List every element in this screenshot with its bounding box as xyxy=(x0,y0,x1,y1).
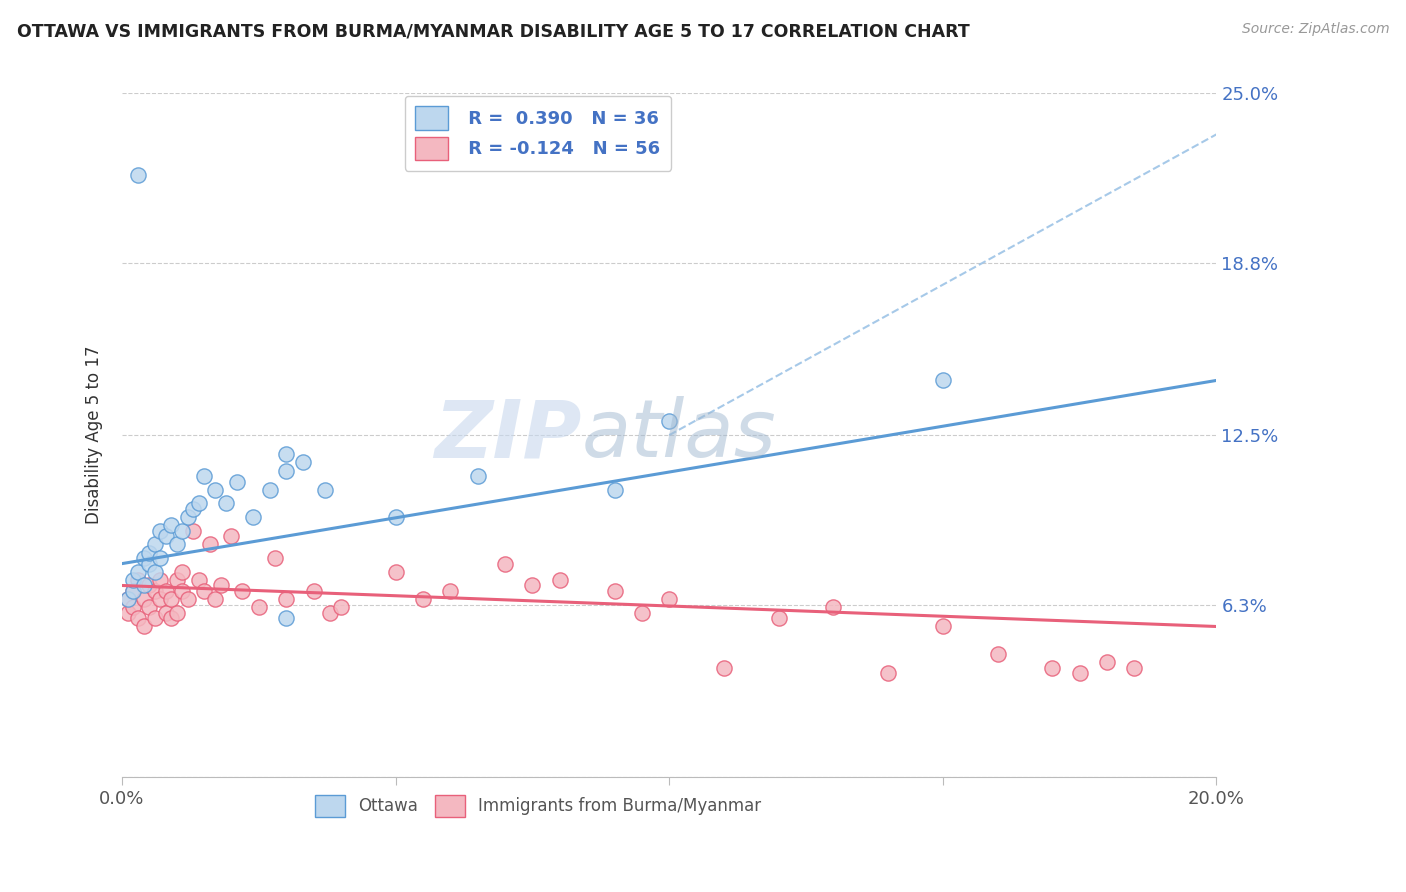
Point xyxy=(713,660,735,674)
Point xyxy=(117,592,139,607)
Point xyxy=(132,619,155,633)
Point xyxy=(603,483,626,497)
Point xyxy=(172,524,194,538)
Point xyxy=(160,592,183,607)
Point xyxy=(149,551,172,566)
Point xyxy=(127,169,149,183)
Point xyxy=(204,483,226,497)
Point xyxy=(143,565,166,579)
Point xyxy=(631,606,654,620)
Point xyxy=(302,584,325,599)
Point xyxy=(204,592,226,607)
Text: atlas: atlas xyxy=(582,396,776,475)
Point xyxy=(143,584,166,599)
Point xyxy=(1123,660,1146,674)
Point xyxy=(384,510,406,524)
Point xyxy=(276,464,298,478)
Point xyxy=(467,469,489,483)
Point xyxy=(329,600,352,615)
Point xyxy=(548,573,571,587)
Point xyxy=(193,469,215,483)
Point xyxy=(658,414,681,428)
Point xyxy=(138,557,160,571)
Point xyxy=(198,537,221,551)
Point xyxy=(122,584,145,599)
Point xyxy=(181,502,204,516)
Point xyxy=(932,373,955,387)
Point xyxy=(193,584,215,599)
Point xyxy=(314,483,336,497)
Point xyxy=(226,475,249,489)
Point xyxy=(319,606,342,620)
Point xyxy=(1040,660,1063,674)
Point xyxy=(221,529,243,543)
Point xyxy=(155,529,177,543)
Point xyxy=(122,584,145,599)
Point xyxy=(149,592,172,607)
Point xyxy=(166,606,188,620)
Point xyxy=(768,611,790,625)
Point xyxy=(138,600,160,615)
Point xyxy=(177,592,200,607)
Point xyxy=(215,496,238,510)
Point xyxy=(247,600,270,615)
Point xyxy=(143,611,166,625)
Point xyxy=(384,565,406,579)
Point xyxy=(823,600,845,615)
Point xyxy=(181,524,204,538)
Legend: Ottawa, Immigrants from Burma/Myanmar: Ottawa, Immigrants from Burma/Myanmar xyxy=(308,789,768,823)
Point xyxy=(522,578,544,592)
Point xyxy=(439,584,461,599)
Point xyxy=(494,557,516,571)
Point xyxy=(231,584,253,599)
Point xyxy=(127,565,149,579)
Point xyxy=(132,592,155,607)
Point xyxy=(877,665,900,680)
Point xyxy=(138,546,160,560)
Point xyxy=(658,592,681,607)
Point xyxy=(276,611,298,625)
Y-axis label: Disability Age 5 to 17: Disability Age 5 to 17 xyxy=(86,346,103,524)
Text: ZIP: ZIP xyxy=(434,396,582,475)
Point xyxy=(149,524,172,538)
Point xyxy=(166,573,188,587)
Point xyxy=(291,455,314,469)
Point xyxy=(127,611,149,625)
Point xyxy=(187,496,209,510)
Point xyxy=(932,619,955,633)
Point xyxy=(122,600,145,615)
Point xyxy=(149,573,172,587)
Point xyxy=(138,578,160,592)
Point xyxy=(143,537,166,551)
Point xyxy=(209,578,232,592)
Point xyxy=(412,592,434,607)
Point xyxy=(166,537,188,551)
Point xyxy=(172,584,194,599)
Point xyxy=(127,573,149,587)
Point xyxy=(276,592,298,607)
Point xyxy=(242,510,264,524)
Point xyxy=(259,483,281,497)
Point xyxy=(132,551,155,566)
Point xyxy=(177,510,200,524)
Point xyxy=(132,578,155,592)
Text: OTTAWA VS IMMIGRANTS FROM BURMA/MYANMAR DISABILITY AGE 5 TO 17 CORRELATION CHART: OTTAWA VS IMMIGRANTS FROM BURMA/MYANMAR … xyxy=(17,22,970,40)
Point xyxy=(264,551,287,566)
Point xyxy=(160,611,183,625)
Text: Source: ZipAtlas.com: Source: ZipAtlas.com xyxy=(1241,22,1389,37)
Point xyxy=(172,565,194,579)
Point xyxy=(117,592,139,607)
Point xyxy=(603,584,626,599)
Point xyxy=(187,573,209,587)
Point xyxy=(122,573,145,587)
Point xyxy=(1095,655,1118,669)
Point xyxy=(276,447,298,461)
Point xyxy=(117,606,139,620)
Point xyxy=(160,518,183,533)
Point xyxy=(986,647,1008,661)
Point xyxy=(155,606,177,620)
Point xyxy=(155,584,177,599)
Point xyxy=(1069,665,1091,680)
